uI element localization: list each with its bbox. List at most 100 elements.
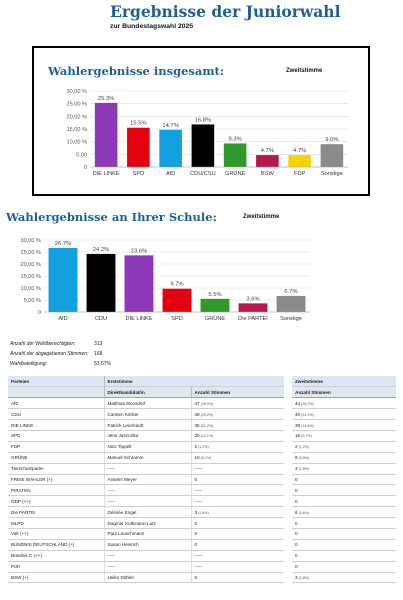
zweit-votes-cell-percent: (9,7%) xyxy=(301,434,312,439)
table-row: 39(23,6%) xyxy=(292,419,396,431)
chart2-category-label: DIE LINKE xyxy=(125,316,152,322)
chart2-data-label: 26.7% xyxy=(55,241,71,247)
chart1-category-label: GRÜNE xyxy=(225,170,245,177)
chart2-subheading: Zweitstimme xyxy=(243,214,280,220)
zweit-votes-cell-count: 0 xyxy=(295,564,298,570)
candidate-cell: Manuel Schramm xyxy=(103,452,191,464)
table-row: GRÜNE Manuel Schramm 10(6,1%) xyxy=(8,452,284,464)
erst-votes-cell-percent: (1,8%) xyxy=(198,510,209,515)
zweit-votes-cell: 0 xyxy=(292,495,396,508)
chart2-y-tick: 0 xyxy=(38,310,41,316)
chart1-subheading: Zweitstimme xyxy=(286,68,323,74)
table-row: 0 xyxy=(292,550,396,562)
zweit-votes-cell-count: 9 xyxy=(295,455,298,461)
erst-votes-cell-count: 3 xyxy=(194,509,198,515)
chart2-data-label: 9.7% xyxy=(170,282,183,288)
candidate-cell: Heiko Döhler xyxy=(103,572,191,584)
chart2-y-tick: 25,00 % xyxy=(20,250,41,256)
table-row: 0 xyxy=(292,484,396,497)
zweit-subheader-row: Anzahl Stimmen xyxy=(292,386,396,399)
zweit-votes-cell-count: 3 xyxy=(295,466,298,472)
header-zweitstimme: Zweitstimme xyxy=(292,376,396,388)
header-votes-zweit: Anzahl Stimmen xyxy=(292,386,396,399)
header-party-blank xyxy=(8,386,104,399)
chart2-y-tick: 5,00 % xyxy=(24,298,41,304)
chart1-y-tick: 0 xyxy=(84,165,87,171)
chart2-category-label: CDU xyxy=(95,316,107,322)
page-title: Ergebnisse der Juniorwahl xyxy=(110,2,341,21)
chart2-bar xyxy=(124,255,154,312)
table-row: 0 xyxy=(292,495,396,508)
zweit-votes-cell-percent: (1,8%) xyxy=(298,575,310,580)
zweit-votes-cell-count: 6 xyxy=(295,509,298,515)
table-row: FREIE WÄHLER (+) Anselm Meyer 0 xyxy=(8,474,284,486)
table-row: 44(26,2%) xyxy=(292,397,396,410)
table-row: Bündnis C (++) ----- ----- xyxy=(8,550,284,562)
zweit-votes-cell: 39(23,6%) xyxy=(292,419,396,431)
chart1-data-label: 15.5% xyxy=(130,121,146,127)
zweit-header-row: Zweitstimme xyxy=(292,376,396,388)
chart1-data-label: 9.3% xyxy=(229,136,242,142)
chart1-y-tick: 5,00 xyxy=(76,152,87,158)
erst-votes-cell-count: 20 xyxy=(194,433,200,439)
candidate-cell: Dagmar Kolkmann-Lutz xyxy=(103,517,191,529)
erst-votes-cell-count: 47 xyxy=(194,400,200,406)
erst-votes-cell-count: 2 xyxy=(194,444,198,450)
chart1-category-label: FDP xyxy=(294,171,305,177)
party-cell: FREIE WÄHLER (+) xyxy=(8,474,104,486)
table-row: Tierschutzpartei ----- ----- xyxy=(8,463,284,475)
chart1-data-label: 9.0% xyxy=(325,137,338,143)
zweit-votes-cell-count: 3 xyxy=(295,574,298,580)
zweit-votes-cell-count: 0 xyxy=(295,487,298,493)
party-cell: Volt (++) xyxy=(8,528,104,540)
chart1-data-label: 16.8% xyxy=(195,117,211,123)
candidate-cell: ----- xyxy=(103,495,191,508)
chart2-category-label: Sonstige xyxy=(280,316,302,322)
zweit-votes-cell-count: 0 xyxy=(295,520,298,526)
table-row: 3(1,8%) xyxy=(292,463,396,475)
chart1-data-label: 4.7% xyxy=(293,148,306,154)
erst-votes-cell-count: 0 xyxy=(194,542,198,548)
zweit-votes-cell: 0 xyxy=(292,528,396,540)
chart1-y-tick: 25,00 % xyxy=(66,102,87,108)
overall-results-box xyxy=(32,46,370,196)
zweit-votes-cell-count: 0 xyxy=(295,476,298,482)
chart2-data-label: 5.5% xyxy=(208,292,221,298)
table-row: DIE LINKE Patrick Leonhardt 35(21,2%) xyxy=(8,419,284,431)
results-table: Parteien Erststimme Direktkandidat/in Anzah… xyxy=(8,376,284,584)
table-subheader-row: Direktkandidat/in Anzahl Stimmen xyxy=(8,386,284,399)
zweit-votes-cell-count: 44 xyxy=(295,400,301,406)
candidate-cell: ----- xyxy=(103,550,191,562)
chart1-bar xyxy=(191,124,215,167)
chart2-data-label: 3.6% xyxy=(246,296,259,302)
chart1-y-tick: 30,00 % xyxy=(66,89,87,95)
school-results-chart: 0 5,00 % 10,00 % 15,00 % 20,00 % 25,00 % 30,00… xyxy=(20,238,310,322)
candidate-cell: Matthias Moosdorf xyxy=(103,397,191,410)
zweit-votes-cell-percent: (1,8%) xyxy=(298,467,310,472)
zweit-votes-cell-count: 2 xyxy=(295,444,298,450)
table-row: BÜNDNIS DEUTSCHLAND (+) Susan Heinrich 0 xyxy=(8,539,284,551)
erst-votes-cell: ----- xyxy=(190,561,284,573)
erst-votes-cell-percent: (6,1%) xyxy=(200,456,212,461)
erst-votes-cell: ----- xyxy=(190,463,284,475)
party-cell: CDU xyxy=(8,408,104,421)
zweit-votes-cell-count: 0 xyxy=(295,498,298,504)
table-row: 0 xyxy=(292,528,396,540)
zweit-votes-cell-count: 0 xyxy=(295,531,298,537)
zweit-votes-cell-count: 39 xyxy=(295,422,301,428)
candidate-cell: Nico Tippelt xyxy=(103,441,191,453)
chart2-category-label: SPD xyxy=(171,316,183,322)
chart1-y-tick: 20,00 % xyxy=(66,114,87,120)
chart1-y-tick: 10,00 % xyxy=(66,140,87,146)
erst-votes-cell: 0 xyxy=(190,528,284,540)
party-cell: AfD xyxy=(8,397,104,410)
erst-votes-cell-count: ----- xyxy=(194,466,203,472)
erst-votes-cell: 0 xyxy=(190,474,284,486)
chart1-bar xyxy=(127,127,150,167)
chart1-bar xyxy=(288,155,311,167)
party-cell: DIE LINKE xyxy=(8,419,104,431)
zweit-votes-cell-count: 0 xyxy=(295,553,298,559)
stat-turnout-value: 53,67% xyxy=(94,361,111,367)
chart2-data-label: 6.7% xyxy=(284,289,297,295)
chart2-y-tick: 30,00 % xyxy=(20,238,41,244)
